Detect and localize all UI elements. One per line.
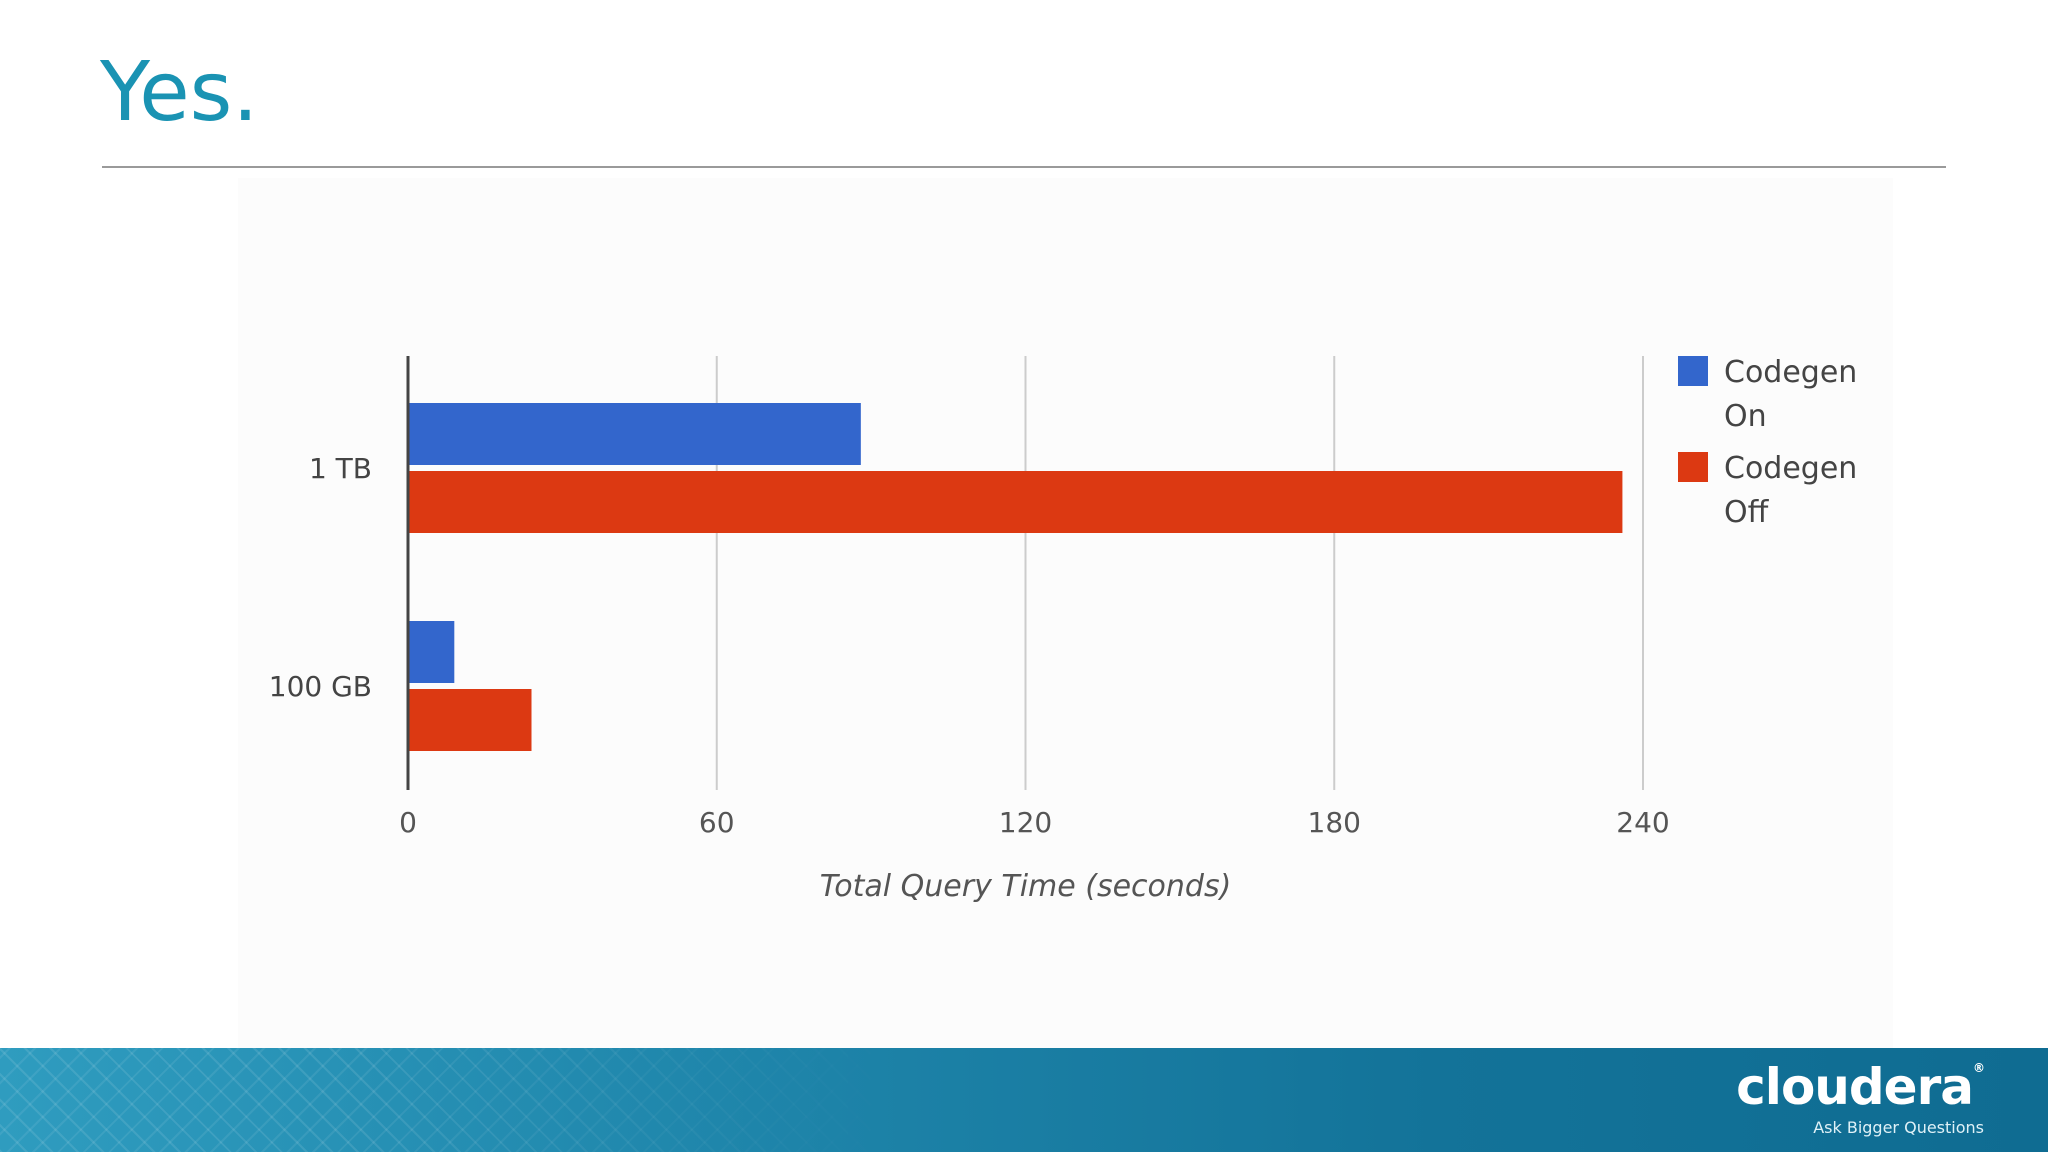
y-category-label: 1 TB xyxy=(309,452,372,485)
title-divider xyxy=(102,166,1946,168)
chart-panel: 0 60 120 180 240 1 TB 100 GB Total Query Time (… xyxy=(238,178,1893,1048)
bar-codegen-off xyxy=(408,471,1623,533)
bar-codegen-on xyxy=(408,621,455,683)
bar-chart: 0 60 120 180 240 1 TB 100 GB Total Query Time (… xyxy=(269,355,1858,904)
y-category-label: 100 GB xyxy=(269,670,372,703)
brand-logo: cloudera® Ask Bigger Questions xyxy=(1736,1058,1985,1137)
legend-label: Off xyxy=(1724,495,1770,530)
x-tick-label: 180 xyxy=(1308,806,1361,839)
legend-label: On xyxy=(1724,399,1767,434)
bar-codegen-on xyxy=(408,403,861,465)
brand-name: cloudera® xyxy=(1736,1058,1985,1116)
legend-label: Codegen xyxy=(1724,355,1857,390)
legend-swatch xyxy=(1678,356,1708,386)
x-tick-label: 120 xyxy=(999,806,1052,839)
legend-label: Codegen xyxy=(1724,451,1857,486)
x-tick-label: 240 xyxy=(1616,806,1669,839)
bar-codegen-off xyxy=(408,689,532,751)
footer-pattern xyxy=(0,1048,900,1152)
brand-tagline: Ask Bigger Questions xyxy=(1813,1118,1984,1137)
legend-swatch xyxy=(1678,452,1708,482)
x-tick-label: 60 xyxy=(699,806,735,839)
footer-bar: cloudera® Ask Bigger Questions xyxy=(0,1048,2048,1152)
x-axis-title: Total Query Time (seconds) xyxy=(820,869,1232,904)
slide-title: Yes. xyxy=(100,45,259,140)
x-tick-label: 0 xyxy=(399,806,417,839)
